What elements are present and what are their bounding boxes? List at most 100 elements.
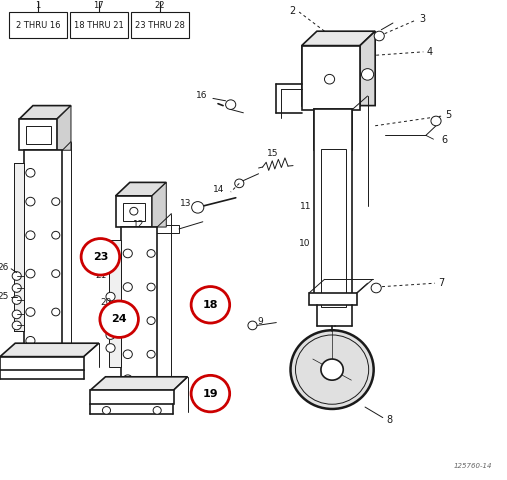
Circle shape bbox=[191, 287, 230, 323]
Text: 125760-14: 125760-14 bbox=[453, 464, 492, 469]
Circle shape bbox=[12, 296, 21, 304]
Circle shape bbox=[147, 250, 155, 257]
Circle shape bbox=[191, 375, 230, 412]
Circle shape bbox=[153, 407, 161, 414]
Text: 23 THRU 28: 23 THRU 28 bbox=[135, 21, 185, 30]
Text: 2: 2 bbox=[289, 6, 295, 15]
Bar bbox=[131, 12, 189, 38]
Text: 1: 1 bbox=[35, 1, 41, 10]
Circle shape bbox=[26, 168, 35, 177]
Polygon shape bbox=[302, 31, 375, 46]
Bar bbox=[302, 46, 360, 110]
Circle shape bbox=[147, 225, 156, 233]
Circle shape bbox=[12, 284, 21, 292]
Bar bbox=[314, 109, 352, 150]
Circle shape bbox=[26, 269, 35, 278]
Circle shape bbox=[106, 305, 115, 314]
Text: 24: 24 bbox=[112, 314, 127, 324]
Text: 20: 20 bbox=[100, 298, 112, 307]
Circle shape bbox=[123, 350, 132, 359]
Text: 22: 22 bbox=[155, 1, 165, 10]
Circle shape bbox=[324, 74, 335, 84]
Bar bbox=[70, 12, 128, 38]
Circle shape bbox=[52, 198, 60, 205]
Circle shape bbox=[52, 270, 60, 277]
Circle shape bbox=[147, 317, 155, 324]
Circle shape bbox=[147, 283, 155, 291]
Bar bbox=[24, 150, 62, 357]
Bar bbox=[109, 240, 121, 367]
Circle shape bbox=[100, 301, 138, 337]
Circle shape bbox=[106, 317, 115, 326]
Circle shape bbox=[12, 310, 21, 319]
Bar bbox=[14, 163, 24, 331]
Circle shape bbox=[102, 407, 111, 414]
Text: 8: 8 bbox=[386, 415, 392, 425]
Circle shape bbox=[248, 321, 257, 330]
Circle shape bbox=[26, 308, 35, 316]
Polygon shape bbox=[116, 182, 166, 196]
Circle shape bbox=[26, 231, 35, 240]
Circle shape bbox=[52, 231, 60, 239]
Polygon shape bbox=[57, 106, 71, 150]
Polygon shape bbox=[19, 106, 71, 119]
Text: 5: 5 bbox=[445, 110, 451, 120]
Bar bbox=[90, 390, 174, 404]
Text: 18 THRU 21: 18 THRU 21 bbox=[74, 21, 124, 30]
Circle shape bbox=[192, 202, 204, 213]
Text: 9: 9 bbox=[258, 317, 263, 326]
Circle shape bbox=[26, 197, 35, 206]
Circle shape bbox=[123, 316, 132, 325]
Bar bbox=[0, 357, 84, 370]
Bar bbox=[123, 203, 145, 221]
Bar bbox=[309, 293, 357, 305]
Circle shape bbox=[106, 344, 115, 352]
Bar bbox=[9, 12, 67, 38]
Bar bbox=[26, 126, 51, 144]
Polygon shape bbox=[0, 343, 99, 357]
Polygon shape bbox=[90, 377, 188, 390]
Text: 7: 7 bbox=[439, 278, 445, 288]
Circle shape bbox=[226, 100, 236, 109]
Text: 4: 4 bbox=[427, 47, 433, 57]
Circle shape bbox=[130, 207, 138, 215]
Text: 2 THRU 16: 2 THRU 16 bbox=[16, 21, 60, 30]
Text: 11: 11 bbox=[300, 202, 311, 211]
Polygon shape bbox=[152, 182, 166, 227]
Bar bbox=[116, 196, 152, 227]
Circle shape bbox=[106, 292, 115, 301]
Text: 23: 23 bbox=[93, 252, 108, 262]
Circle shape bbox=[123, 375, 132, 384]
Bar bbox=[302, 46, 360, 106]
Circle shape bbox=[12, 272, 21, 280]
Text: 3: 3 bbox=[420, 14, 426, 24]
Text: 17: 17 bbox=[94, 1, 104, 10]
Circle shape bbox=[321, 359, 343, 380]
Circle shape bbox=[371, 283, 381, 293]
Text: 21: 21 bbox=[95, 272, 106, 280]
Bar bbox=[314, 109, 352, 297]
Text: 16: 16 bbox=[196, 92, 208, 100]
Circle shape bbox=[431, 116, 441, 126]
Text: 19: 19 bbox=[203, 389, 218, 398]
Circle shape bbox=[26, 336, 35, 345]
Text: 12: 12 bbox=[133, 220, 144, 229]
Circle shape bbox=[123, 283, 132, 291]
Text: 13: 13 bbox=[180, 200, 192, 208]
Circle shape bbox=[147, 350, 155, 358]
Bar bbox=[19, 119, 57, 150]
Text: 10: 10 bbox=[299, 240, 310, 248]
Circle shape bbox=[374, 31, 384, 41]
Text: 14: 14 bbox=[213, 185, 225, 194]
Circle shape bbox=[291, 330, 374, 409]
Circle shape bbox=[52, 308, 60, 316]
Text: 18: 18 bbox=[203, 300, 218, 310]
Circle shape bbox=[12, 321, 21, 330]
Polygon shape bbox=[360, 31, 375, 106]
Bar bbox=[151, 225, 179, 233]
Text: 25: 25 bbox=[0, 292, 9, 301]
Bar bbox=[321, 149, 346, 307]
Circle shape bbox=[81, 239, 120, 275]
Text: 26: 26 bbox=[0, 264, 9, 272]
Circle shape bbox=[106, 331, 115, 339]
